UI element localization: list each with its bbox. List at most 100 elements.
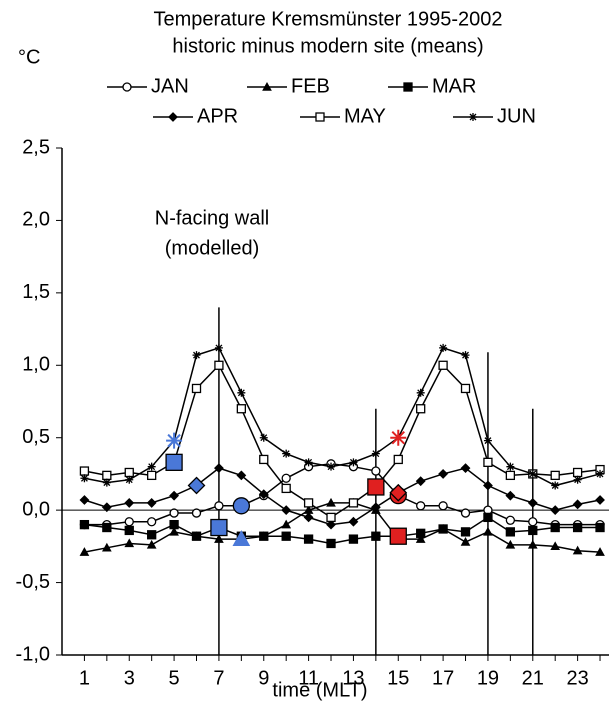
marker-shape [281,505,292,516]
marker [371,531,381,541]
marker [415,534,426,543]
marker-shape [460,508,471,518]
marker [572,499,583,510]
marker [326,512,336,523]
marker-shape [348,498,359,508]
marker-shape [303,498,314,508]
marker [79,466,90,476]
marker-shape [416,404,426,414]
marker-shape [304,458,313,467]
marker [79,495,90,505]
marker [102,470,112,481]
marker [80,474,89,483]
series-line [84,364,601,519]
marker-shape [326,512,336,523]
marker-shape [550,505,561,516]
marker [348,534,359,544]
series-line [84,346,601,487]
highlight-marker [165,453,183,471]
marker-shape [214,360,224,370]
marker-shape [125,475,134,484]
highlight-marker [232,530,251,547]
marker [550,470,560,481]
marker-shape [415,476,426,487]
marker [146,539,157,549]
marker-shape [573,475,582,484]
y-axis-label: °C [18,46,40,68]
marker [416,528,426,538]
marker [348,498,359,508]
marker [125,475,134,484]
marker-shape [237,388,246,397]
marker [572,545,583,555]
marker-shape [80,474,89,483]
marker [460,463,471,474]
marker-shape [416,528,426,538]
chart-subtitle: historic minus modern site (means) [172,35,483,57]
highlight-marker [210,518,228,537]
marker-shape [101,542,112,552]
marker [438,524,448,534]
marker [461,351,470,360]
marker [147,470,157,481]
marker [258,489,269,500]
marker-shape [550,470,560,481]
marker-shape [124,525,134,536]
marker [262,81,272,91]
marker-shape [147,530,157,540]
marker [281,519,292,529]
marker [550,522,560,533]
marker-shape [102,478,111,487]
marker-shape [303,534,314,544]
marker [483,512,493,523]
marker [596,469,605,478]
marker [214,343,223,352]
marker-shape [258,489,269,500]
marker [214,534,224,543]
marker [102,478,111,487]
marker [124,517,134,527]
marker-shape [438,360,448,370]
x-axis-label: time (MLT) [272,679,367,701]
legend-label: JAN [151,75,189,97]
marker [259,433,268,442]
marker [573,475,582,484]
marker [315,112,325,122]
marker-shape [438,524,448,534]
marker [281,531,291,541]
marker-shape [551,481,560,490]
marker-shape [367,478,385,496]
marker [281,505,292,516]
marker-shape [191,531,202,541]
x-tick-label: 11 [298,667,319,689]
marker [102,522,112,533]
marker [169,519,179,530]
marker [236,404,246,414]
marker-shape [169,526,179,536]
marker [370,502,381,513]
marker [101,502,112,513]
marker [147,530,157,540]
x-tick-label: 15 [387,667,409,689]
marker-shape [101,502,112,513]
marker-shape [527,497,538,508]
legend-label: FEB [291,75,330,97]
marker [527,497,538,508]
x-tick-label: 5 [169,667,180,689]
marker [281,473,291,483]
marker-shape [187,476,206,495]
marker-shape [282,449,291,458]
marker-shape [505,539,516,549]
marker [438,360,448,370]
marker-shape [469,113,477,121]
y-tick-label: 2,5 [22,136,50,158]
series-line [84,463,601,526]
marker-shape [102,470,112,481]
marker [595,547,605,556]
marker-shape [506,462,515,471]
marker [460,527,471,537]
marker [282,449,291,458]
marker [303,534,314,544]
marker-shape [326,497,336,507]
marker [416,501,426,511]
